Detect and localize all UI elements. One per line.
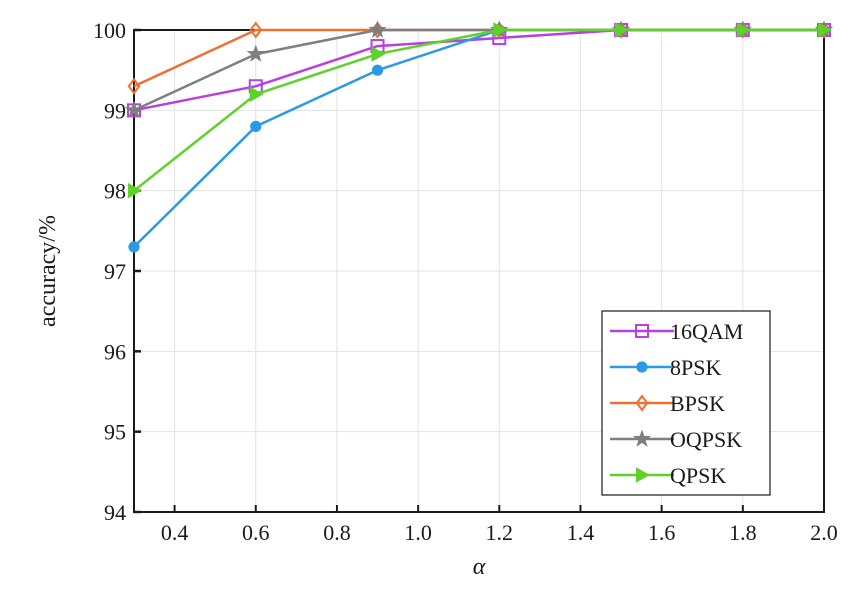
data-point-marker [249, 86, 264, 103]
axis-ticks: 0.4 0.6 0.8 1.0 1.2 1.4 1.6 1.8 2.0 94 95 96 97 98 99 1… [93, 18, 838, 545]
x-tick-label: 1.0 [404, 520, 432, 545]
data-point-marker [249, 21, 263, 39]
x-tick-label: 1.8 [729, 520, 757, 545]
data-point-marker [636, 361, 648, 373]
series-qpsk [127, 22, 832, 199]
data-point-marker [128, 241, 140, 253]
legend-item-oqpsk: OQPSK [610, 427, 742, 452]
legend-label: QPSK [670, 463, 726, 488]
data-point-marker [635, 394, 649, 412]
data-point-marker [632, 429, 652, 447]
legend-label: OQPSK [670, 427, 742, 452]
grid-lines [134, 29, 825, 513]
y-tick-label: 97 [104, 259, 126, 284]
data-point-marker [127, 77, 141, 95]
x-tick-label: 0.4 [161, 520, 189, 545]
x-tick-label: 1.2 [486, 520, 514, 545]
data-point-marker [817, 22, 832, 38]
y-tick-label: 98 [104, 179, 126, 204]
y-axis-label: accuracy/% [35, 215, 61, 327]
data-point-marker [127, 182, 142, 199]
x-axis-label: α [473, 554, 486, 580]
y-tick-label: 100 [93, 18, 126, 43]
legend-item-16qam: 16QAM [610, 319, 743, 344]
legend: 16QAM 8PSK BPSK OQPSK QPSK [601, 310, 771, 496]
legend-label: 16QAM [670, 319, 743, 344]
data-point-marker [736, 22, 751, 38]
y-tick-label: 94 [104, 500, 126, 525]
y-tick-label: 95 [104, 420, 126, 445]
legend-label: 8PSK [670, 355, 721, 380]
data-point-marker [368, 20, 387, 38]
legend-item-8psk: 8PSK [610, 355, 721, 380]
data-point-marker [371, 64, 384, 76]
legend-item-bpsk: BPSK [610, 391, 725, 416]
y-tick-label: 99 [104, 98, 126, 123]
legend-item-qpsk: QPSK [610, 463, 726, 488]
series-line [133, 28, 824, 112]
data-point-marker [124, 100, 144, 119]
legend-label: BPSK [670, 391, 725, 416]
x-tick-label: 0.8 [323, 520, 351, 545]
series-line [133, 28, 824, 112]
x-tick-label: 1.4 [567, 520, 595, 545]
series-8psk [128, 24, 830, 253]
x-tick-label: 2.0 [810, 520, 838, 545]
data-point-marker [615, 22, 629, 38]
data-point-marker [250, 120, 262, 133]
x-tick-label: 1.6 [648, 520, 676, 545]
x-tick-label: 0.6 [242, 520, 270, 545]
data-point-marker [493, 22, 508, 38]
data-point-marker [246, 44, 265, 62]
y-tick-label: 96 [104, 339, 126, 364]
data-point-marker [635, 467, 650, 483]
data-point-marker [635, 324, 649, 338]
series-lines [124, 20, 834, 253]
data-point-marker [371, 46, 386, 62]
